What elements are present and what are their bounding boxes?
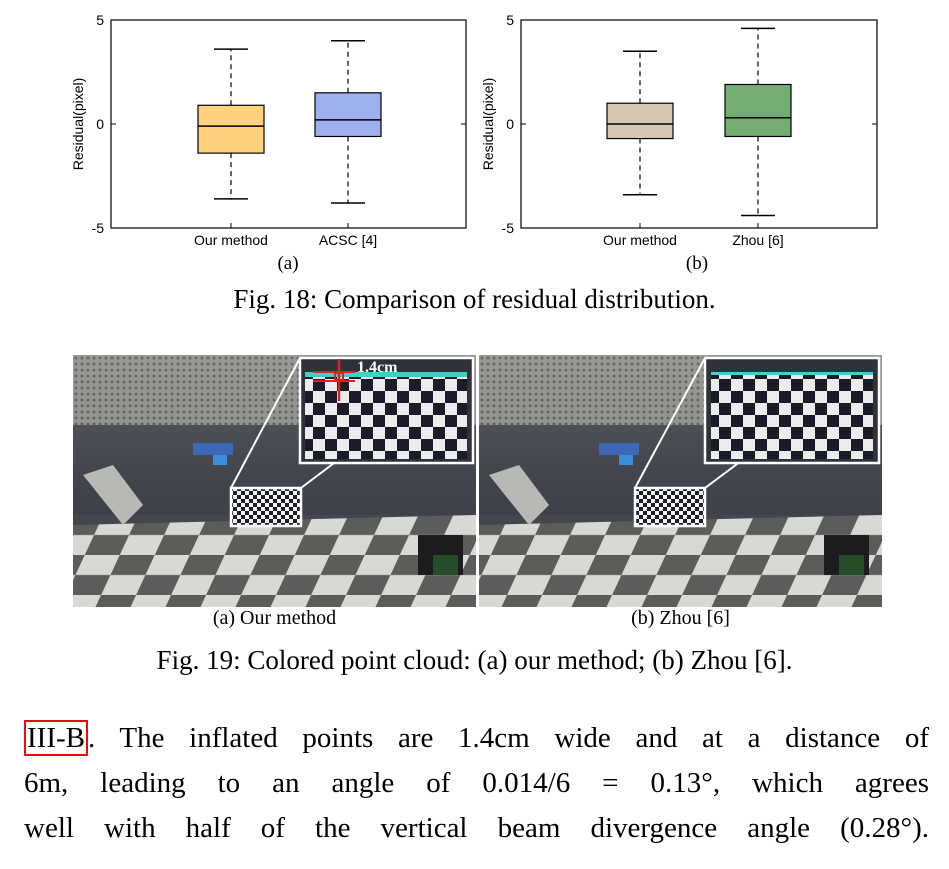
- x-tick-label: Our method: [194, 232, 268, 248]
- y-tick-label: 5: [506, 12, 514, 28]
- box-plot-a: -5 0 5 Residual(pixel) Our method ACSC [4]: [70, 12, 467, 248]
- paragraph-line-1: III-B. The inflated points are 1.4cm wid…: [24, 716, 929, 761]
- section-reference-link[interactable]: III-B: [24, 720, 88, 756]
- point-cloud-scene-b: [479, 355, 882, 607]
- panel-label-b: (b): [685, 253, 709, 274]
- panel-label-a: (a): [277, 253, 299, 274]
- figure-19-caption: Fig. 19: Colored point cloud: (a) our me…: [156, 645, 793, 675]
- box-zhou-6-: [724, 83, 792, 138]
- y-tick-label: 5: [96, 12, 104, 28]
- point-cloud-image-b: [479, 355, 882, 607]
- point-cloud-scene-a: 1.4cm: [73, 355, 476, 607]
- point-cloud-image-a: 1.4cm: [73, 355, 476, 607]
- box-our-method: [197, 104, 265, 154]
- figure-18-caption: Fig. 18: Comparison of residual distribu…: [233, 284, 716, 314]
- plot-frame: [110, 19, 467, 229]
- paragraph-line-3: well with half of the vertical beam dive…: [24, 812, 929, 844]
- figure-18-plots: -5 0 5 Residual(pixel) Our method ACSC [4] -5…: [70, 12, 878, 248]
- body-paragraph: III-B. The inflated points are 1.4cm wid…: [24, 716, 929, 851]
- y-axis-label: Residual(pixel): [480, 78, 496, 171]
- inflation-annotation: 1.4cm: [357, 359, 398, 376]
- box-acsc-4-: [314, 92, 382, 138]
- paragraph-line-2: 6m, leading to an angle of 0.014/6 = 0.1…: [24, 767, 929, 799]
- x-tick-label: Our method: [603, 232, 677, 248]
- y-tick-label: 0: [506, 116, 514, 132]
- plot-frame: [520, 19, 878, 229]
- box-plot-b: -5 0 5 Residual(pixel) Our method Zhou [6]: [480, 12, 878, 248]
- paragraph-line-1-text: . The inflated points are 1.4cm wide and…: [87, 722, 929, 754]
- y-tick-label: 0: [96, 116, 104, 132]
- x-tick-label: ACSC [4]: [319, 232, 377, 248]
- y-tick-label: -5: [92, 220, 105, 236]
- box-our-method: [606, 102, 674, 140]
- image-label-a: (a) Our method: [212, 607, 337, 629]
- y-tick-label: -5: [502, 220, 515, 236]
- x-tick-label: Zhou [6]: [732, 232, 783, 248]
- y-axis-label: Residual(pixel): [70, 78, 86, 171]
- image-label-b: (b) Zhou [6]: [631, 607, 730, 629]
